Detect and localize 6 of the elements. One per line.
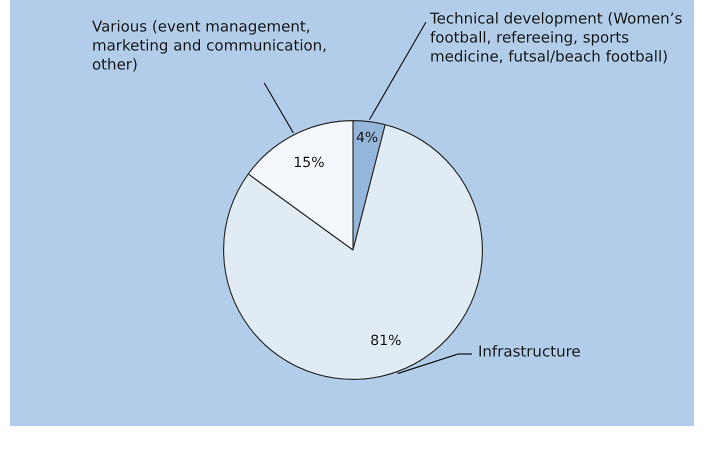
- slice-label: Infrastructure: [478, 342, 581, 360]
- data-label: 4%: [356, 130, 378, 146]
- data-label: 81%: [370, 332, 402, 349]
- slice-label: Various (event management, marketing and communication, other): [92, 17, 327, 74]
- data-label: 15%: [293, 155, 325, 172]
- slice-label: Technical development (Women’s football, refereeing, sports medicine, futsal/beach football): [429, 9, 682, 66]
